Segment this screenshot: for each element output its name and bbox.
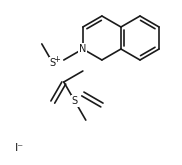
Text: S: S — [72, 96, 78, 106]
Text: S: S — [50, 58, 56, 68]
Text: I⁻: I⁻ — [15, 143, 24, 153]
Text: +: + — [53, 55, 60, 65]
Text: N: N — [79, 44, 86, 54]
